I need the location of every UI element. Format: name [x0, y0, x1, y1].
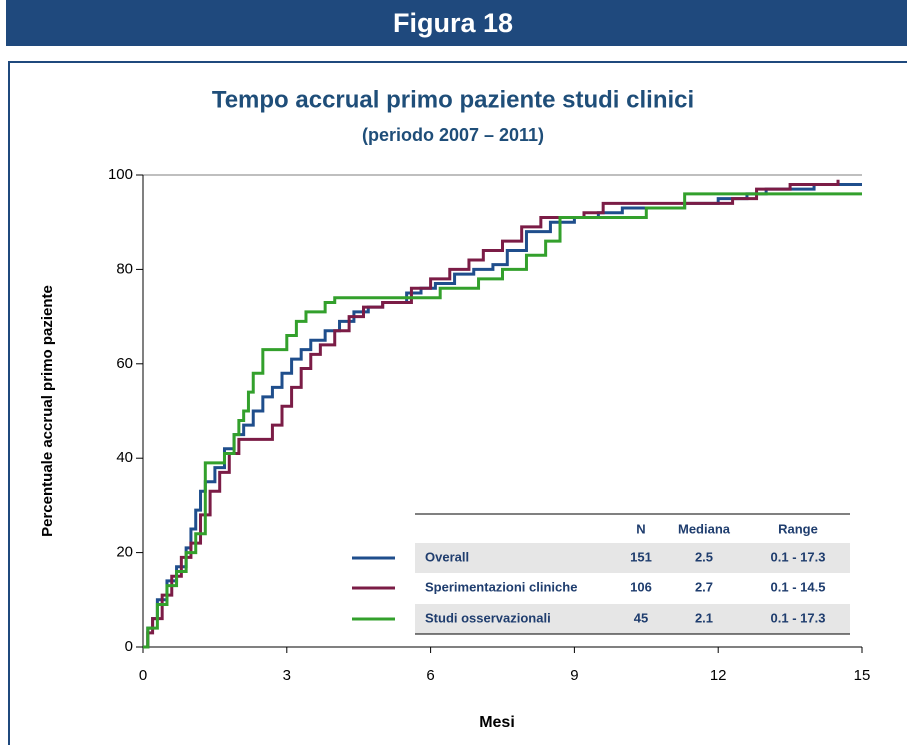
table-cell: 106: [630, 579, 652, 594]
legend-label: Overall: [425, 549, 469, 564]
legend-label: Studi osservazionali: [425, 610, 551, 625]
header-bar: [6, 0, 907, 46]
y-tick-label: 60: [116, 355, 133, 372]
series-line: [143, 192, 862, 649]
table-cell: 0.1 - 14.5: [771, 579, 826, 594]
x-tick-label: 9: [570, 667, 578, 684]
x-axis-label: Mesi: [479, 714, 515, 731]
table-cell: 2.7: [695, 579, 713, 594]
y-tick-label: 100: [108, 166, 133, 183]
x-tick-label: 12: [710, 667, 727, 684]
series-line: [143, 182, 862, 649]
table-header: N: [636, 521, 645, 536]
table-header: Range: [778, 521, 818, 536]
x-tick-label: 0: [139, 667, 147, 684]
table-cell: 45: [634, 610, 648, 625]
legend-label: Sperimentazioni cliniche: [425, 579, 577, 594]
y-tick-label: 40: [116, 449, 133, 466]
table-cell: 0.1 - 17.3: [771, 610, 826, 625]
y-tick-label: 80: [116, 260, 133, 277]
chart-subtitle: (periodo 2007 – 2011): [362, 125, 544, 145]
table-cell: 2.5: [695, 549, 713, 564]
x-tick-label: 3: [283, 667, 291, 684]
table-cell: 0.1 - 17.3: [771, 549, 826, 564]
y-tick-label: 0: [125, 638, 133, 655]
table-cell: 2.1: [695, 610, 713, 625]
y-tick-label: 20: [116, 544, 133, 561]
table-row-bg: [415, 604, 850, 634]
y-axis-label: Percentuale accrual primo paziente: [39, 285, 56, 537]
frame: [8, 61, 907, 745]
table-header: Mediana: [678, 521, 731, 536]
series-line: [143, 179, 840, 649]
x-tick-label: 6: [426, 667, 434, 684]
chart-title: Tempo accrual primo paziente studi clini…: [212, 86, 694, 113]
x-tick-label: 15: [854, 667, 871, 684]
table-row-bg: [415, 543, 850, 573]
table-cell: 151: [630, 549, 652, 564]
header-title: Figura 18: [393, 8, 513, 38]
